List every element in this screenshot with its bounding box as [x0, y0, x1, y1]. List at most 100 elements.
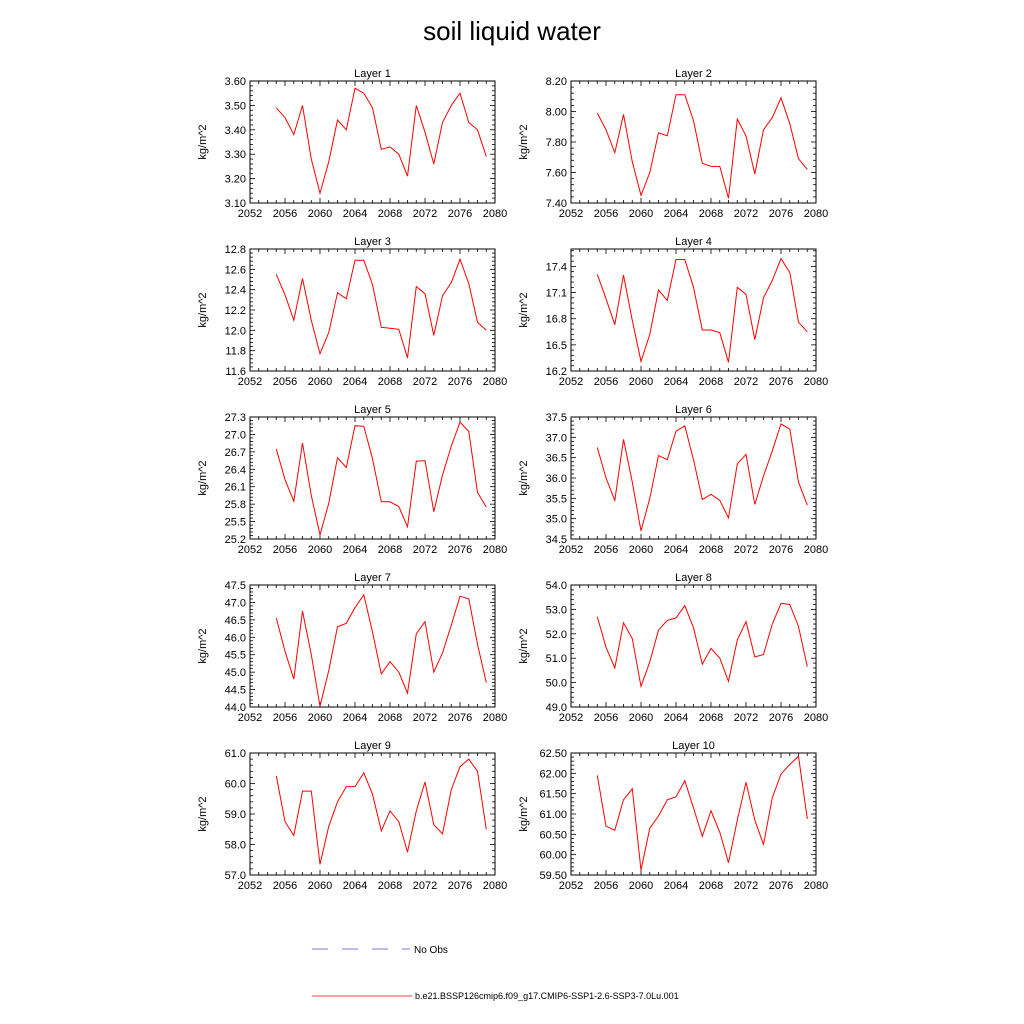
- series-line: [596, 755, 808, 871]
- x-tick-label: 2052: [559, 376, 583, 388]
- panel-layer-2: Layer 2 kg/m^2 2052 2056 2060 2064 2068 2072 207…: [518, 68, 828, 220]
- y-tick-label: 36.5: [546, 453, 567, 465]
- x-tick-label: 2076: [448, 208, 472, 220]
- y-tick-label: 7.40: [546, 198, 567, 210]
- x-tick-label: 2060: [629, 208, 653, 220]
- series-line: [596, 602, 808, 689]
- y-tick-label: 46.5: [225, 615, 246, 627]
- x-tick-label: 2052: [238, 712, 262, 724]
- y-tick-label: 3.30: [225, 149, 246, 161]
- y-tick-label: 12.6: [225, 264, 246, 276]
- x-tick-label: 2060: [629, 544, 653, 556]
- y-tick-label: 35.5: [546, 493, 567, 505]
- y-tick-label: 12.8: [225, 244, 246, 256]
- y-tick-label: 17.4: [546, 261, 567, 273]
- y-axis-label: kg/m^2: [518, 796, 530, 831]
- x-tick-label: 2076: [769, 208, 793, 220]
- x-tick-label: 2064: [343, 544, 367, 556]
- series-line: [275, 421, 487, 536]
- y-tick-label: 26.1: [225, 482, 246, 494]
- y-tick-label: 12.4: [225, 285, 246, 297]
- figure-title: soil liquid water: [423, 16, 601, 46]
- x-tick-label: 2052: [238, 544, 262, 556]
- y-tick-label: 11.8: [225, 346, 246, 358]
- y-tick-label: 16.5: [546, 340, 567, 352]
- series-line: [275, 758, 487, 865]
- x-tick-label: 2064: [343, 880, 367, 892]
- plot-frame: [570, 416, 817, 540]
- series-line: [596, 257, 808, 364]
- x-tick-label: 2060: [308, 712, 332, 724]
- y-tick-label: 27.0: [225, 429, 246, 441]
- x-tick-label: 2056: [594, 208, 618, 220]
- y-tick-label: 44.5: [225, 685, 246, 697]
- x-tick-label: 2072: [413, 880, 437, 892]
- x-tick-label: 2056: [594, 544, 618, 556]
- x-tick-label: 2076: [769, 880, 793, 892]
- x-tick-label: 2076: [769, 712, 793, 724]
- y-axis-label: kg/m^2: [518, 292, 530, 327]
- panel-layer-6: Layer 6 kg/m^2 2052 2056 2060 2064 2068 2072 207…: [518, 404, 828, 556]
- y-tick-label: 50.0: [546, 678, 567, 690]
- x-tick-label: 2056: [273, 712, 297, 724]
- y-tick-label: 61.00: [539, 809, 567, 821]
- plot-frame: [249, 80, 496, 204]
- y-tick-label: 26.7: [225, 447, 246, 459]
- x-tick-label: 2080: [804, 712, 828, 724]
- x-tick-label: 2052: [559, 208, 583, 220]
- x-tick-label: 2072: [413, 376, 437, 388]
- panel-title: Layer 1: [354, 68, 391, 80]
- x-tick-label: 2072: [413, 712, 437, 724]
- panels: Layer 1 kg/m^2 2052 2056 2060 2064 2068 2072 207…: [197, 68, 828, 892]
- x-tick-label: 2056: [273, 376, 297, 388]
- y-axis-label: kg/m^2: [518, 460, 530, 495]
- x-tick-label: 2064: [343, 712, 367, 724]
- x-tick-label: 2064: [664, 208, 688, 220]
- y-tick-label: 61.50: [539, 789, 567, 801]
- y-tick-label: 27.3: [225, 412, 246, 424]
- y-tick-label: 3.10: [225, 198, 246, 210]
- y-tick-label: 54.0: [546, 580, 567, 592]
- y-tick-label: 16.2: [546, 366, 567, 378]
- x-tick-label: 2052: [559, 880, 583, 892]
- y-tick-label: 8.00: [546, 107, 567, 119]
- x-tick-label: 2076: [769, 376, 793, 388]
- y-axis-label: kg/m^2: [197, 460, 209, 495]
- y-tick-label: 53.0: [546, 604, 567, 616]
- y-axis-label: kg/m^2: [197, 796, 209, 831]
- x-tick-label: 2076: [769, 544, 793, 556]
- series-line: [275, 257, 487, 358]
- y-tick-label: 34.5: [546, 534, 567, 546]
- series-line: [275, 593, 487, 707]
- x-tick-label: 2060: [629, 712, 653, 724]
- y-tick-label: 62.50: [539, 748, 567, 760]
- y-tick-label: 46.0: [225, 632, 246, 644]
- x-tick-label: 2076: [448, 376, 472, 388]
- x-tick-label: 2068: [699, 544, 723, 556]
- y-tick-label: 49.0: [546, 702, 567, 714]
- y-tick-label: 25.5: [225, 517, 246, 529]
- x-tick-label: 2052: [238, 376, 262, 388]
- x-tick-label: 2052: [238, 880, 262, 892]
- panel-title: Layer 7: [354, 572, 391, 584]
- y-tick-label: 45.5: [225, 650, 246, 662]
- x-tick-label: 2068: [699, 712, 723, 724]
- x-tick-label: 2072: [734, 376, 758, 388]
- x-tick-label: 2072: [734, 712, 758, 724]
- y-tick-label: 45.0: [225, 667, 246, 679]
- y-tick-label: 52.0: [546, 629, 567, 641]
- y-tick-label: 59.0: [225, 809, 246, 821]
- y-tick-label: 35.0: [546, 514, 567, 526]
- y-tick-label: 61.0: [225, 748, 246, 760]
- y-axis-label: kg/m^2: [197, 124, 209, 159]
- plot-frame: [249, 416, 496, 540]
- series-line: [596, 94, 808, 199]
- panel-title: Layer 10: [672, 740, 715, 752]
- panel-layer-9: Layer 9 kg/m^2 2052 2056 2060 2064 2068 2072 207…: [197, 740, 507, 892]
- y-tick-label: 60.00: [539, 850, 567, 862]
- x-tick-label: 2052: [238, 208, 262, 220]
- y-tick-label: 37.0: [546, 432, 567, 444]
- panel-layer-10: Layer 10 kg/m^2 2052 2056 2060 2064 2068 2072 20…: [518, 740, 828, 892]
- x-tick-label: 2064: [664, 376, 688, 388]
- panel-layer-5: Layer 5 kg/m^2 2052 2056 2060 2064 2068 2072 207…: [197, 404, 507, 556]
